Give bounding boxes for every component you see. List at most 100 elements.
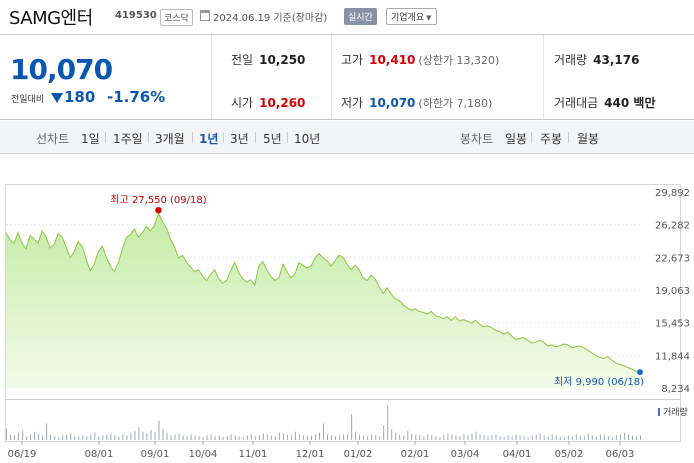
x-tick-label: 02/01 xyxy=(401,449,430,460)
realtime-button[interactable]: 실시간 xyxy=(344,8,377,25)
volume-bar xyxy=(38,433,40,440)
volume-bar xyxy=(266,434,268,440)
range-10y[interactable]: 10년 xyxy=(294,132,321,146)
volume-legend: 거래량 xyxy=(663,406,688,418)
volume-bar xyxy=(591,435,593,440)
volume-bar xyxy=(234,435,236,440)
volume-bar xyxy=(315,434,316,440)
volume-bar xyxy=(6,428,7,440)
volume-bar xyxy=(451,434,453,440)
change-percent: -1.76% xyxy=(107,88,166,106)
candle-monthly[interactable]: 월봉 xyxy=(577,132,600,146)
volume-bar xyxy=(339,435,341,440)
chart-range-bar: 선차트 1일 1주일 3개월 1년 3년 5년 10년 봉차트 일봉 주봉 월봉 xyxy=(0,121,694,154)
current-price-block: 10,070 전일대비 180 -1.76% xyxy=(0,35,212,119)
x-tick-label: 06/03 xyxy=(606,449,635,460)
volume-bar xyxy=(18,432,19,440)
range-1d[interactable]: 1일 xyxy=(81,132,100,146)
volume-bar xyxy=(262,433,264,440)
volume-bar xyxy=(174,434,176,440)
company-overview-select[interactable]: 기업개요 ▼ xyxy=(386,8,437,25)
x-tick-label: 04/01 xyxy=(503,449,532,460)
candle-daily[interactable]: 일봉 xyxy=(505,132,528,146)
open-price: 시가 10,260 xyxy=(231,96,306,110)
volume-bar xyxy=(282,433,284,440)
volume-bar xyxy=(298,434,300,440)
volume-bar xyxy=(158,420,160,440)
volume-bar xyxy=(539,433,541,440)
volume-bar xyxy=(427,434,429,440)
volume-bar xyxy=(347,433,349,440)
divider xyxy=(331,35,332,119)
volume-bar xyxy=(110,433,112,440)
volume-bar xyxy=(475,431,477,440)
volume-bar xyxy=(66,434,68,440)
volume-bar xyxy=(632,435,633,440)
range-1y[interactable]: 1년 xyxy=(199,132,219,146)
price-chart[interactable]: 29,892 26,282 22,673 19,063 15,453 11,844 8,23… xyxy=(0,154,694,463)
candle-chart-label: 봉차트 xyxy=(460,132,494,146)
base-date: 2024.06.19 기준(장마감) xyxy=(213,13,328,24)
volume-bar xyxy=(523,436,525,440)
x-axis: 06/19 08/01 09/01 10/04 11/01 12/01 01/02 02/01… xyxy=(8,449,635,460)
volume-bar xyxy=(463,434,465,440)
volume-bar xyxy=(628,434,629,440)
x-tick-label: 05/02 xyxy=(555,449,584,460)
volume-bar xyxy=(371,434,373,440)
volume-bar xyxy=(323,423,324,440)
high-price: 고가 10,410 (상한가 13,320) xyxy=(341,53,500,67)
volume-bar xyxy=(210,434,212,440)
volume-bar xyxy=(54,436,56,440)
stock-name: SAMG엔터 xyxy=(9,8,93,29)
volume-bar xyxy=(198,436,200,440)
range-5y[interactable]: 5년 xyxy=(263,132,282,146)
volume-bar xyxy=(391,428,393,440)
volume-bar xyxy=(599,434,601,440)
volume-bar xyxy=(206,435,208,440)
volume-bar xyxy=(559,436,561,440)
volume-bar xyxy=(611,437,613,440)
volume-bar xyxy=(114,435,116,440)
volume-bar xyxy=(579,435,581,440)
volume-bar xyxy=(571,436,573,440)
volume-bar xyxy=(587,433,589,440)
volume-bar xyxy=(411,433,413,440)
x-tick-label: 11/01 xyxy=(239,449,268,460)
volume-bar xyxy=(479,434,481,440)
volume-bar xyxy=(58,437,60,440)
volume-bar xyxy=(34,431,36,440)
x-tick-label: 03/04 xyxy=(451,449,480,460)
y-tick-label: 8,234 xyxy=(661,384,690,395)
volume-bar xyxy=(146,433,148,440)
y-tick-label: 22,673 xyxy=(655,253,690,264)
volume-bar xyxy=(527,437,529,440)
y-axis: 29,892 26,282 22,673 19,063 15,453 11,844 8,23… xyxy=(655,188,690,395)
price-summary: 10,070 전일대비 180 -1.76% 전일 10,250 고가 10,410… xyxy=(0,34,694,120)
volume-bar xyxy=(499,436,501,440)
chart-frame xyxy=(5,184,681,442)
y-tick-label: 15,453 xyxy=(655,319,690,330)
volume-bar xyxy=(331,435,332,440)
volume-bar xyxy=(487,436,489,440)
volume-bar xyxy=(375,435,377,440)
candle-weekly[interactable]: 주봉 xyxy=(540,132,563,146)
volume-bar xyxy=(150,429,152,440)
range-3y[interactable]: 3년 xyxy=(230,132,249,146)
volume-bar xyxy=(467,435,469,440)
y-tick-label: 29,892 xyxy=(655,188,690,199)
volume-bar xyxy=(226,436,228,440)
price-line xyxy=(5,211,641,373)
volume-bar xyxy=(367,436,369,440)
range-1w[interactable]: 1주일 xyxy=(113,132,143,146)
volume-bar xyxy=(286,434,288,440)
volume-bar xyxy=(154,431,156,440)
volume-bar xyxy=(455,435,457,440)
volume-bar xyxy=(214,436,216,440)
volume-bar xyxy=(495,434,497,440)
volume-bar xyxy=(202,437,204,440)
volume-bar xyxy=(170,435,172,440)
volume-bar xyxy=(126,435,128,440)
range-3m[interactable]: 3개월 xyxy=(155,132,185,146)
volume-bar xyxy=(222,437,224,440)
x-tick-label: 12/01 xyxy=(296,449,325,460)
